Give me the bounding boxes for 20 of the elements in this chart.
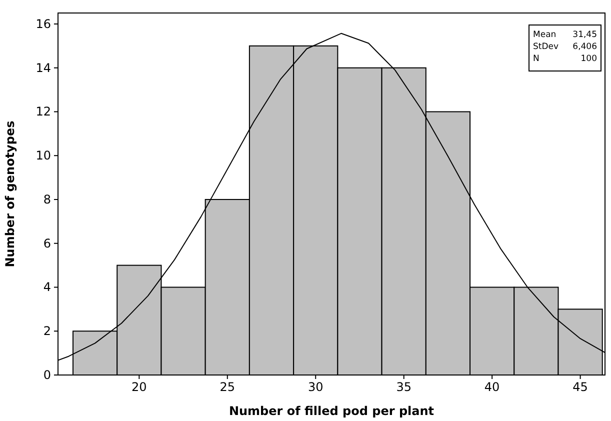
- text: StDev 6,406: [533, 42, 597, 52]
- y-tick-label: 2: [43, 324, 51, 338]
- text: Mean 31,45: [533, 30, 597, 40]
- x-tick-label: 30: [308, 380, 324, 394]
- y-tick-label: 8: [43, 192, 51, 206]
- y-tick-label: 0: [43, 368, 51, 382]
- y-tick-label: 10: [36, 148, 51, 163]
- text: N 100: [533, 54, 597, 64]
- y-tick-label: 6: [43, 236, 51, 250]
- x-tick-label: 45: [572, 380, 588, 394]
- x-tick-label: 20: [132, 380, 147, 394]
- y-tick-label: 16: [36, 16, 51, 31]
- y-tick-label: 4: [43, 280, 51, 294]
- x-tick-label: 25: [220, 380, 236, 394]
- x-axis-title: Number of filled pod per plant: [228, 404, 434, 418]
- y-axis-title: Number of genotypes: [3, 120, 17, 268]
- x-tick-label: 35: [396, 380, 412, 394]
- x-tick-label: 40: [484, 380, 500, 394]
- y-tick-label: 12: [36, 104, 51, 119]
- y-tick-label: 14: [36, 60, 51, 75]
